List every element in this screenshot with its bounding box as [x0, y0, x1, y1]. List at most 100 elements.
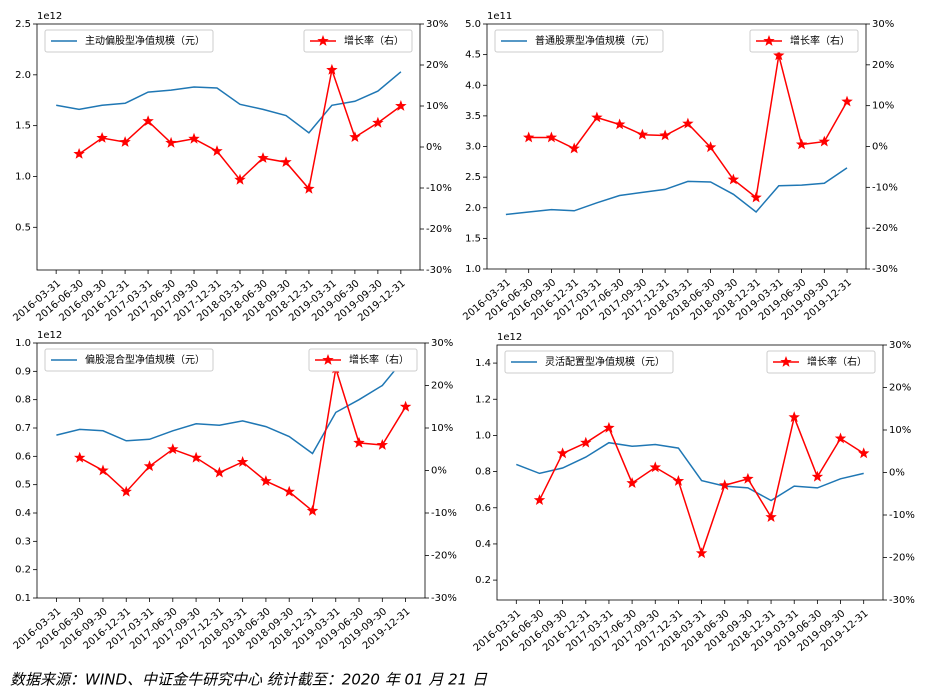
- y-tick-label: 4.5: [465, 50, 481, 61]
- legend-box: [749, 29, 859, 53]
- star-marker: [120, 485, 132, 497]
- y-tick-label: 2.5: [15, 19, 31, 30]
- y2-tick-label: -30%: [431, 593, 457, 604]
- legend-box: [44, 348, 214, 372]
- y2-tick-label: -20%: [426, 224, 452, 235]
- y2-tick-label: -10%: [426, 183, 452, 194]
- offset-label: 1e12: [37, 11, 62, 22]
- legend-label: 灵活配置型净值规模（元）: [545, 355, 665, 368]
- star-marker: [613, 118, 626, 130]
- star-marker: [399, 400, 412, 412]
- star-marker: [788, 411, 800, 423]
- y-tick-label: 0.8: [15, 395, 31, 406]
- star-marker: [165, 136, 177, 148]
- star-marker: [533, 494, 546, 505]
- legend: 灵活配置型净值规模（元）: [504, 350, 674, 374]
- plot-frame: [36, 342, 426, 599]
- star-marker: [372, 116, 384, 128]
- star-marker: [811, 470, 824, 482]
- y-tick-label: 0.5: [15, 222, 31, 233]
- y2-tick-label: 20%: [426, 60, 448, 71]
- star-marker: [188, 132, 200, 144]
- star-marker: [765, 511, 777, 522]
- y-tick-label: 2.5: [465, 172, 481, 183]
- subplot: 1e12 0.2 0.4 0.6 0.8 1.0 1.2 1.4 -30% -20% -10% 0% 1…: [472, 332, 915, 654]
- y-tick-label: 1.2: [475, 394, 491, 405]
- y2-tick-label: -10%: [872, 182, 898, 193]
- series-line: [56, 356, 407, 455]
- star-marker: [303, 182, 315, 194]
- star-marker: [719, 479, 731, 491]
- y2-tick-label: -10%: [431, 508, 457, 519]
- star-marker: [96, 132, 108, 143]
- star-marker: [795, 138, 808, 150]
- y2-tick-label: -30%: [872, 264, 898, 275]
- star-marker: [257, 152, 269, 163]
- source-note: 数据来源：WIND、中证金牛研究中心 统计截至：2020 年 01 月 21 日: [10, 671, 488, 689]
- legend-star: [763, 35, 775, 46]
- y2-tick-label: -10%: [889, 510, 915, 521]
- star-marker: [545, 131, 558, 143]
- plot-frame: [496, 344, 884, 601]
- legend-label: 普通股票型净值规模（元）: [535, 34, 655, 47]
- y-tick-label: 0.3: [15, 536, 31, 547]
- y-tick-label: 0.9: [15, 366, 31, 377]
- y2-tick-label: 0%: [872, 142, 888, 153]
- y2-tick-label: -20%: [889, 553, 915, 564]
- legend: 主动偏股型净值规模（元）: [44, 29, 214, 53]
- star-marker: [556, 447, 569, 459]
- y2-tick-label: 20%: [431, 381, 453, 392]
- star-marker: [695, 547, 708, 559]
- y-tick-label: 0.2: [475, 575, 491, 586]
- y-tick-label: 0.2: [15, 565, 31, 576]
- y-tick-label: 0.1: [15, 593, 31, 604]
- y-tick-label: 1.5: [465, 233, 481, 244]
- legend-box: [766, 350, 876, 374]
- star-marker: [211, 145, 223, 156]
- y-tick-label: 5.0: [465, 19, 481, 30]
- y2-tick-label: 20%: [872, 60, 894, 71]
- legend-label: 增长率（右）: [344, 34, 404, 47]
- star-marker: [818, 135, 830, 147]
- y2-tick-label: -20%: [431, 551, 457, 562]
- star-marker: [603, 421, 615, 433]
- legend: 偏股混合型净值规模（元）: [44, 348, 214, 372]
- y-tick-label: 2.0: [465, 203, 481, 214]
- y-tick-label: 0.6: [15, 451, 31, 462]
- y2-tick-label: 30%: [431, 338, 453, 349]
- legend: 普通股票型净值规模（元）: [494, 29, 664, 53]
- star-marker: [834, 432, 847, 444]
- y-tick-label: 0.4: [15, 508, 31, 519]
- y-tick-label: 0.4: [475, 539, 491, 550]
- star-marker: [704, 141, 717, 153]
- y-tick-label: 1.5: [15, 121, 31, 132]
- series-line: [56, 71, 402, 134]
- y-tick-label: 4.0: [465, 80, 481, 91]
- y-tick-label: 0.7: [15, 423, 31, 434]
- star-marker: [659, 129, 671, 141]
- star-marker: [306, 504, 319, 516]
- y2-tick-label: 10%: [889, 425, 911, 436]
- legend-label: 主动偏股型净值规模（元）: [85, 34, 205, 47]
- star-marker: [190, 451, 202, 463]
- y2-tick-label: 30%: [889, 340, 911, 351]
- star-marker: [260, 475, 272, 486]
- y2-tick-label: 0%: [426, 142, 442, 153]
- series-line: [516, 441, 864, 502]
- subplot: 1e12 0.1 0.2 0.3 0.4 0.5 0.6 0.7 0.8 0.9 1.0 -30% -2…: [12, 330, 457, 652]
- y-tick-label: 0.6: [475, 503, 491, 514]
- legend-box: [44, 29, 214, 53]
- legend: 增长率（右）: [303, 29, 413, 53]
- y-tick-label: 2.0: [15, 70, 31, 81]
- star-marker: [773, 49, 785, 61]
- legend-label: 增长率（右）: [790, 34, 850, 47]
- legend-box: [303, 29, 413, 53]
- star-marker: [236, 456, 249, 467]
- offset-label: 1e12: [497, 332, 522, 343]
- y-tick-label: 3.5: [465, 111, 481, 122]
- legend-star: [780, 356, 792, 367]
- y2-tick-label: -30%: [889, 595, 915, 606]
- y-tick-label: 0.5: [15, 480, 31, 491]
- star-marker: [73, 148, 85, 159]
